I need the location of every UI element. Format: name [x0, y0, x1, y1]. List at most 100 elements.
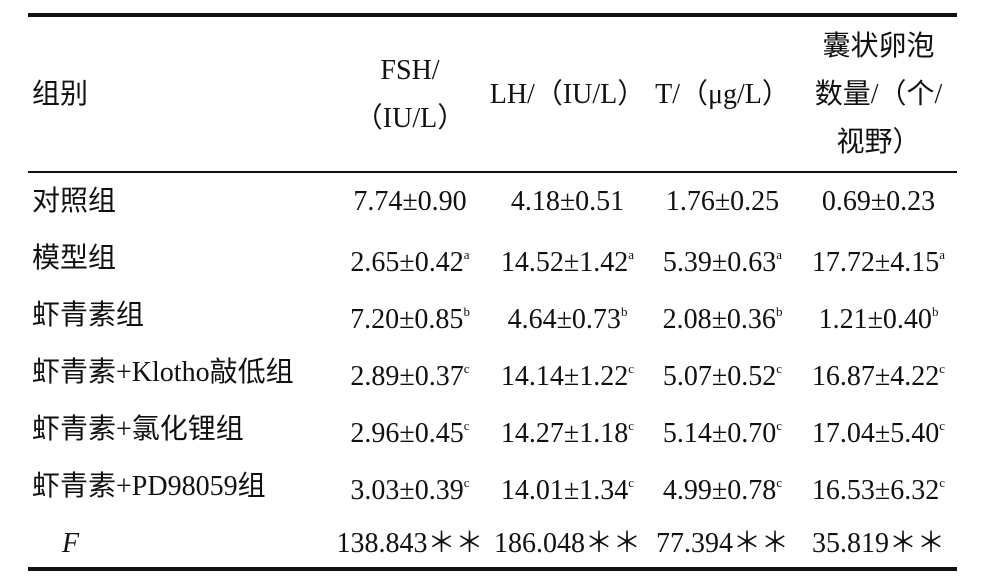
cell-line: 14.52±1.42a: [501, 231, 634, 287]
superscript: c: [939, 360, 946, 376]
cell-line: 14.01±1.34c: [501, 459, 634, 515]
cell-line: 77.394＊＊: [656, 520, 789, 568]
table-cell: 77.394＊＊: [645, 515, 800, 572]
table-cell: 4.99±0.78c: [645, 458, 800, 515]
table-cell: 4.18±0.51: [490, 173, 645, 230]
cell-text: 16.87±4.22: [811, 360, 940, 392]
table-cell: 17.72±4.15a: [800, 230, 957, 287]
table-cell: 组别: [28, 20, 334, 170]
cell-line: 186.048＊＊: [494, 520, 641, 568]
table-cell: 5.14±0.70c: [645, 401, 800, 458]
table-cell: 5.07±0.52c: [645, 344, 800, 401]
superscript: c: [463, 360, 470, 376]
superscript: c: [463, 417, 470, 433]
table-cell: 7.20±0.85b: [330, 287, 490, 344]
cell-text: 4.99±0.78: [662, 474, 777, 506]
cell-line: 2.65±0.42a: [350, 231, 469, 287]
top-rule: [28, 13, 957, 17]
table-cell: 虾青素组: [28, 287, 334, 344]
cell-line: 虾青素+Klotho敲低组: [32, 349, 294, 397]
table-cell: 对照组: [28, 173, 334, 230]
superscript: c: [939, 474, 946, 490]
table-cell: 0.69±0.23: [800, 173, 957, 230]
superscript: c: [628, 417, 635, 433]
cell-line: 35.819＊＊: [812, 520, 945, 568]
cell-line: 16.53±6.32c: [812, 459, 945, 515]
table-cell: 16.87±4.22c: [800, 344, 957, 401]
table-cell: 2.96±0.45c: [330, 401, 490, 458]
table-cell: FSH/ （IU/L）: [330, 20, 490, 170]
table-cell: F: [28, 515, 334, 572]
cell-line: 7.20±0.85b: [350, 288, 470, 344]
cell-text: 186.048＊＊: [493, 527, 641, 559]
superscript: b: [775, 303, 783, 319]
cell-text: 模型组: [32, 242, 117, 274]
cell-text: 虾青素+PD98059组: [32, 470, 266, 502]
table-cell: 14.52±1.42a: [490, 230, 645, 287]
cell-text: 3.03±0.39: [350, 474, 464, 506]
cell-line: 17.72±4.15a: [812, 231, 945, 287]
cell-text: 2.96±0.45: [350, 417, 464, 449]
cell-line: 5.39±0.63a: [663, 231, 782, 287]
cell-text: F: [62, 527, 80, 559]
superscript: a: [939, 246, 946, 262]
table-cell: 虾青素+PD98059组: [28, 458, 334, 515]
cell-text: 2.89±0.37: [350, 360, 464, 392]
cell-text: 0.69±0.23: [821, 185, 936, 217]
table-cell: 14.01±1.34c: [490, 458, 645, 515]
cell-text: 14.01±1.34: [500, 474, 629, 506]
table-cell: 虾青素+氯化锂组: [28, 401, 334, 458]
header-rule: [28, 171, 957, 173]
cell-line: F: [32, 520, 79, 568]
cell-line: 16.87±4.22c: [812, 345, 945, 401]
cell-text: 4.18±0.51: [510, 185, 625, 217]
table-cell: 模型组: [28, 230, 334, 287]
table-cell: 1.76±0.25: [645, 173, 800, 230]
cell-line: 5.14±0.70c: [663, 402, 782, 458]
table-cell: 138.843＊＊: [330, 515, 490, 572]
cell-line: 虾青素组: [32, 292, 144, 340]
cell-line: 模型组: [32, 235, 116, 283]
superscript: c: [628, 360, 635, 376]
table-cell: 2.08±0.36b: [645, 287, 800, 344]
bottom-rule: [28, 567, 957, 571]
cell-line: 1.76±0.25: [666, 178, 779, 226]
cell-line: 14.27±1.18c: [501, 402, 634, 458]
table-cell: 5.39±0.63a: [645, 230, 800, 287]
cell-text: 1.21±0.40: [818, 303, 932, 335]
table-cell: 35.819＊＊: [800, 515, 957, 572]
superscript: c: [776, 417, 783, 433]
cell-text: 7.74±0.90: [353, 185, 467, 217]
cell-line: 2.96±0.45c: [350, 402, 469, 458]
cell-line: 4.18±0.51: [511, 178, 624, 226]
header-text: 数量/（个/: [814, 79, 943, 110]
cell-line: 0.69±0.23: [822, 178, 935, 226]
table-cell: 2.89±0.37c: [330, 344, 490, 401]
table-cell: 7.74±0.90: [330, 173, 490, 230]
cell-line: 138.843＊＊: [336, 520, 483, 568]
cell-line: 虾青素+氯化锂组: [32, 406, 244, 454]
superscript: c: [776, 474, 783, 490]
cell-text: 虾青素+Klotho敲低组: [32, 356, 294, 388]
cell-line: 7.74±0.90: [353, 178, 466, 226]
cell-line: 虾青素+PD98059组: [32, 463, 266, 511]
cell-line: 5.07±0.52c: [663, 345, 782, 401]
table-cell: 1.21±0.40b: [800, 287, 957, 344]
cell-text: 16.53±6.32: [811, 474, 940, 506]
superscript: a: [776, 246, 783, 262]
table-cell: 虾青素+Klotho敲低组: [28, 344, 334, 401]
cell-text: 2.65±0.42: [350, 246, 464, 278]
cell-text: 虾青素组: [32, 299, 145, 331]
cell-text: 4.64±0.73: [507, 303, 621, 335]
header-text: 组别: [32, 79, 89, 110]
cell-text: 对照组: [32, 185, 117, 217]
cell-line: 4.99±0.78c: [663, 459, 782, 515]
cell-text: 17.04±5.40: [811, 417, 940, 449]
table-cell: 4.64±0.73b: [490, 287, 645, 344]
table-cell: 囊状卵泡 数量/（个/视野）: [800, 20, 957, 170]
table-cell: 16.53±6.32c: [800, 458, 957, 515]
table-cell: 14.14±1.22c: [490, 344, 645, 401]
cell-line: 17.04±5.40c: [812, 402, 945, 458]
table-cell: LH/（IU/L）: [490, 20, 646, 170]
